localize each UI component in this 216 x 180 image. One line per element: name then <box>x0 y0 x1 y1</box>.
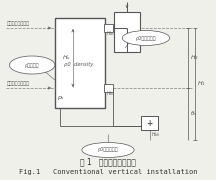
Text: Fig.1   Conventional vertical installation: Fig.1 Conventional vertical installation <box>19 169 197 175</box>
Text: $H_{b0}$: $H_{b0}$ <box>151 130 160 140</box>
Bar <box>55 18 105 108</box>
Text: $H_{ac}$: $H_{ac}$ <box>106 29 115 38</box>
Ellipse shape <box>82 143 134 158</box>
Text: $\theta_s$: $\theta_s$ <box>190 110 197 118</box>
Text: ρ0  density: ρ0 density <box>64 62 94 66</box>
Ellipse shape <box>122 30 170 46</box>
Ellipse shape <box>9 56 55 74</box>
Text: $p_s$: $p_s$ <box>57 94 65 102</box>
Text: $H_1$: $H_1$ <box>197 80 206 88</box>
Text: $H_{bc}$: $H_{bc}$ <box>106 89 115 98</box>
Bar <box>104 84 113 92</box>
Text: 接液感压库负压侧: 接液感压库负压侧 <box>6 21 30 26</box>
Text: +: + <box>147 118 153 127</box>
Bar <box>104 24 113 32</box>
Text: ρ合液密度: ρ合液密度 <box>25 62 40 68</box>
Text: $H_2$: $H_2$ <box>190 54 199 62</box>
Text: ρ0分导液密度: ρ0分导液密度 <box>136 35 156 40</box>
Text: ρ0传导液密度: ρ0传导液密度 <box>98 147 118 152</box>
Text: 接液感压库正压侧: 接液感压库正压侧 <box>6 81 30 86</box>
Text: $H_s$: $H_s$ <box>62 54 71 62</box>
Bar <box>141 116 158 130</box>
Bar <box>114 12 140 52</box>
Text: 图 1   常规垂直安装方案: 图 1 常规垂直安装方案 <box>80 158 136 166</box>
